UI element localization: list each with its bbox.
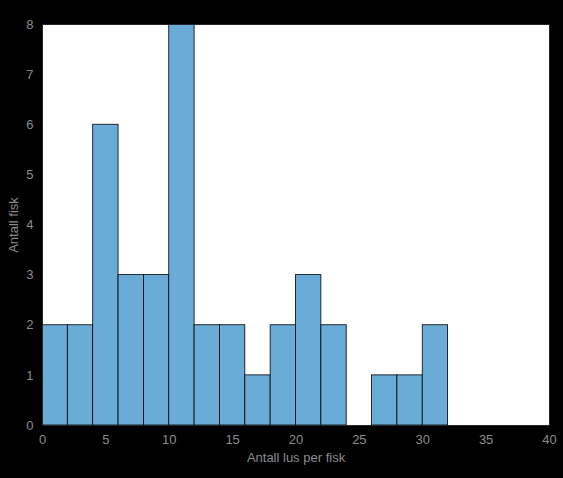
svg-text:Antall fisk: Antall fisk xyxy=(6,197,21,253)
svg-text:25: 25 xyxy=(352,432,366,447)
svg-text:15: 15 xyxy=(225,432,239,447)
svg-text:3: 3 xyxy=(26,267,33,282)
svg-text:10: 10 xyxy=(162,432,176,447)
svg-text:2: 2 xyxy=(26,317,33,332)
svg-text:1: 1 xyxy=(26,368,33,383)
svg-text:30: 30 xyxy=(416,432,430,447)
svg-text:7: 7 xyxy=(26,67,33,82)
svg-text:40: 40 xyxy=(542,432,556,447)
svg-text:0: 0 xyxy=(39,432,46,447)
svg-text:4: 4 xyxy=(26,217,33,232)
svg-text:5: 5 xyxy=(26,167,33,182)
svg-text:Antall lus per fisk: Antall lus per fisk xyxy=(247,450,346,465)
svg-text:20: 20 xyxy=(289,432,303,447)
svg-text:8: 8 xyxy=(26,17,33,32)
svg-text:0: 0 xyxy=(26,418,33,433)
svg-text:6: 6 xyxy=(26,117,33,132)
svg-text:5: 5 xyxy=(102,432,109,447)
svg-text:35: 35 xyxy=(479,432,493,447)
